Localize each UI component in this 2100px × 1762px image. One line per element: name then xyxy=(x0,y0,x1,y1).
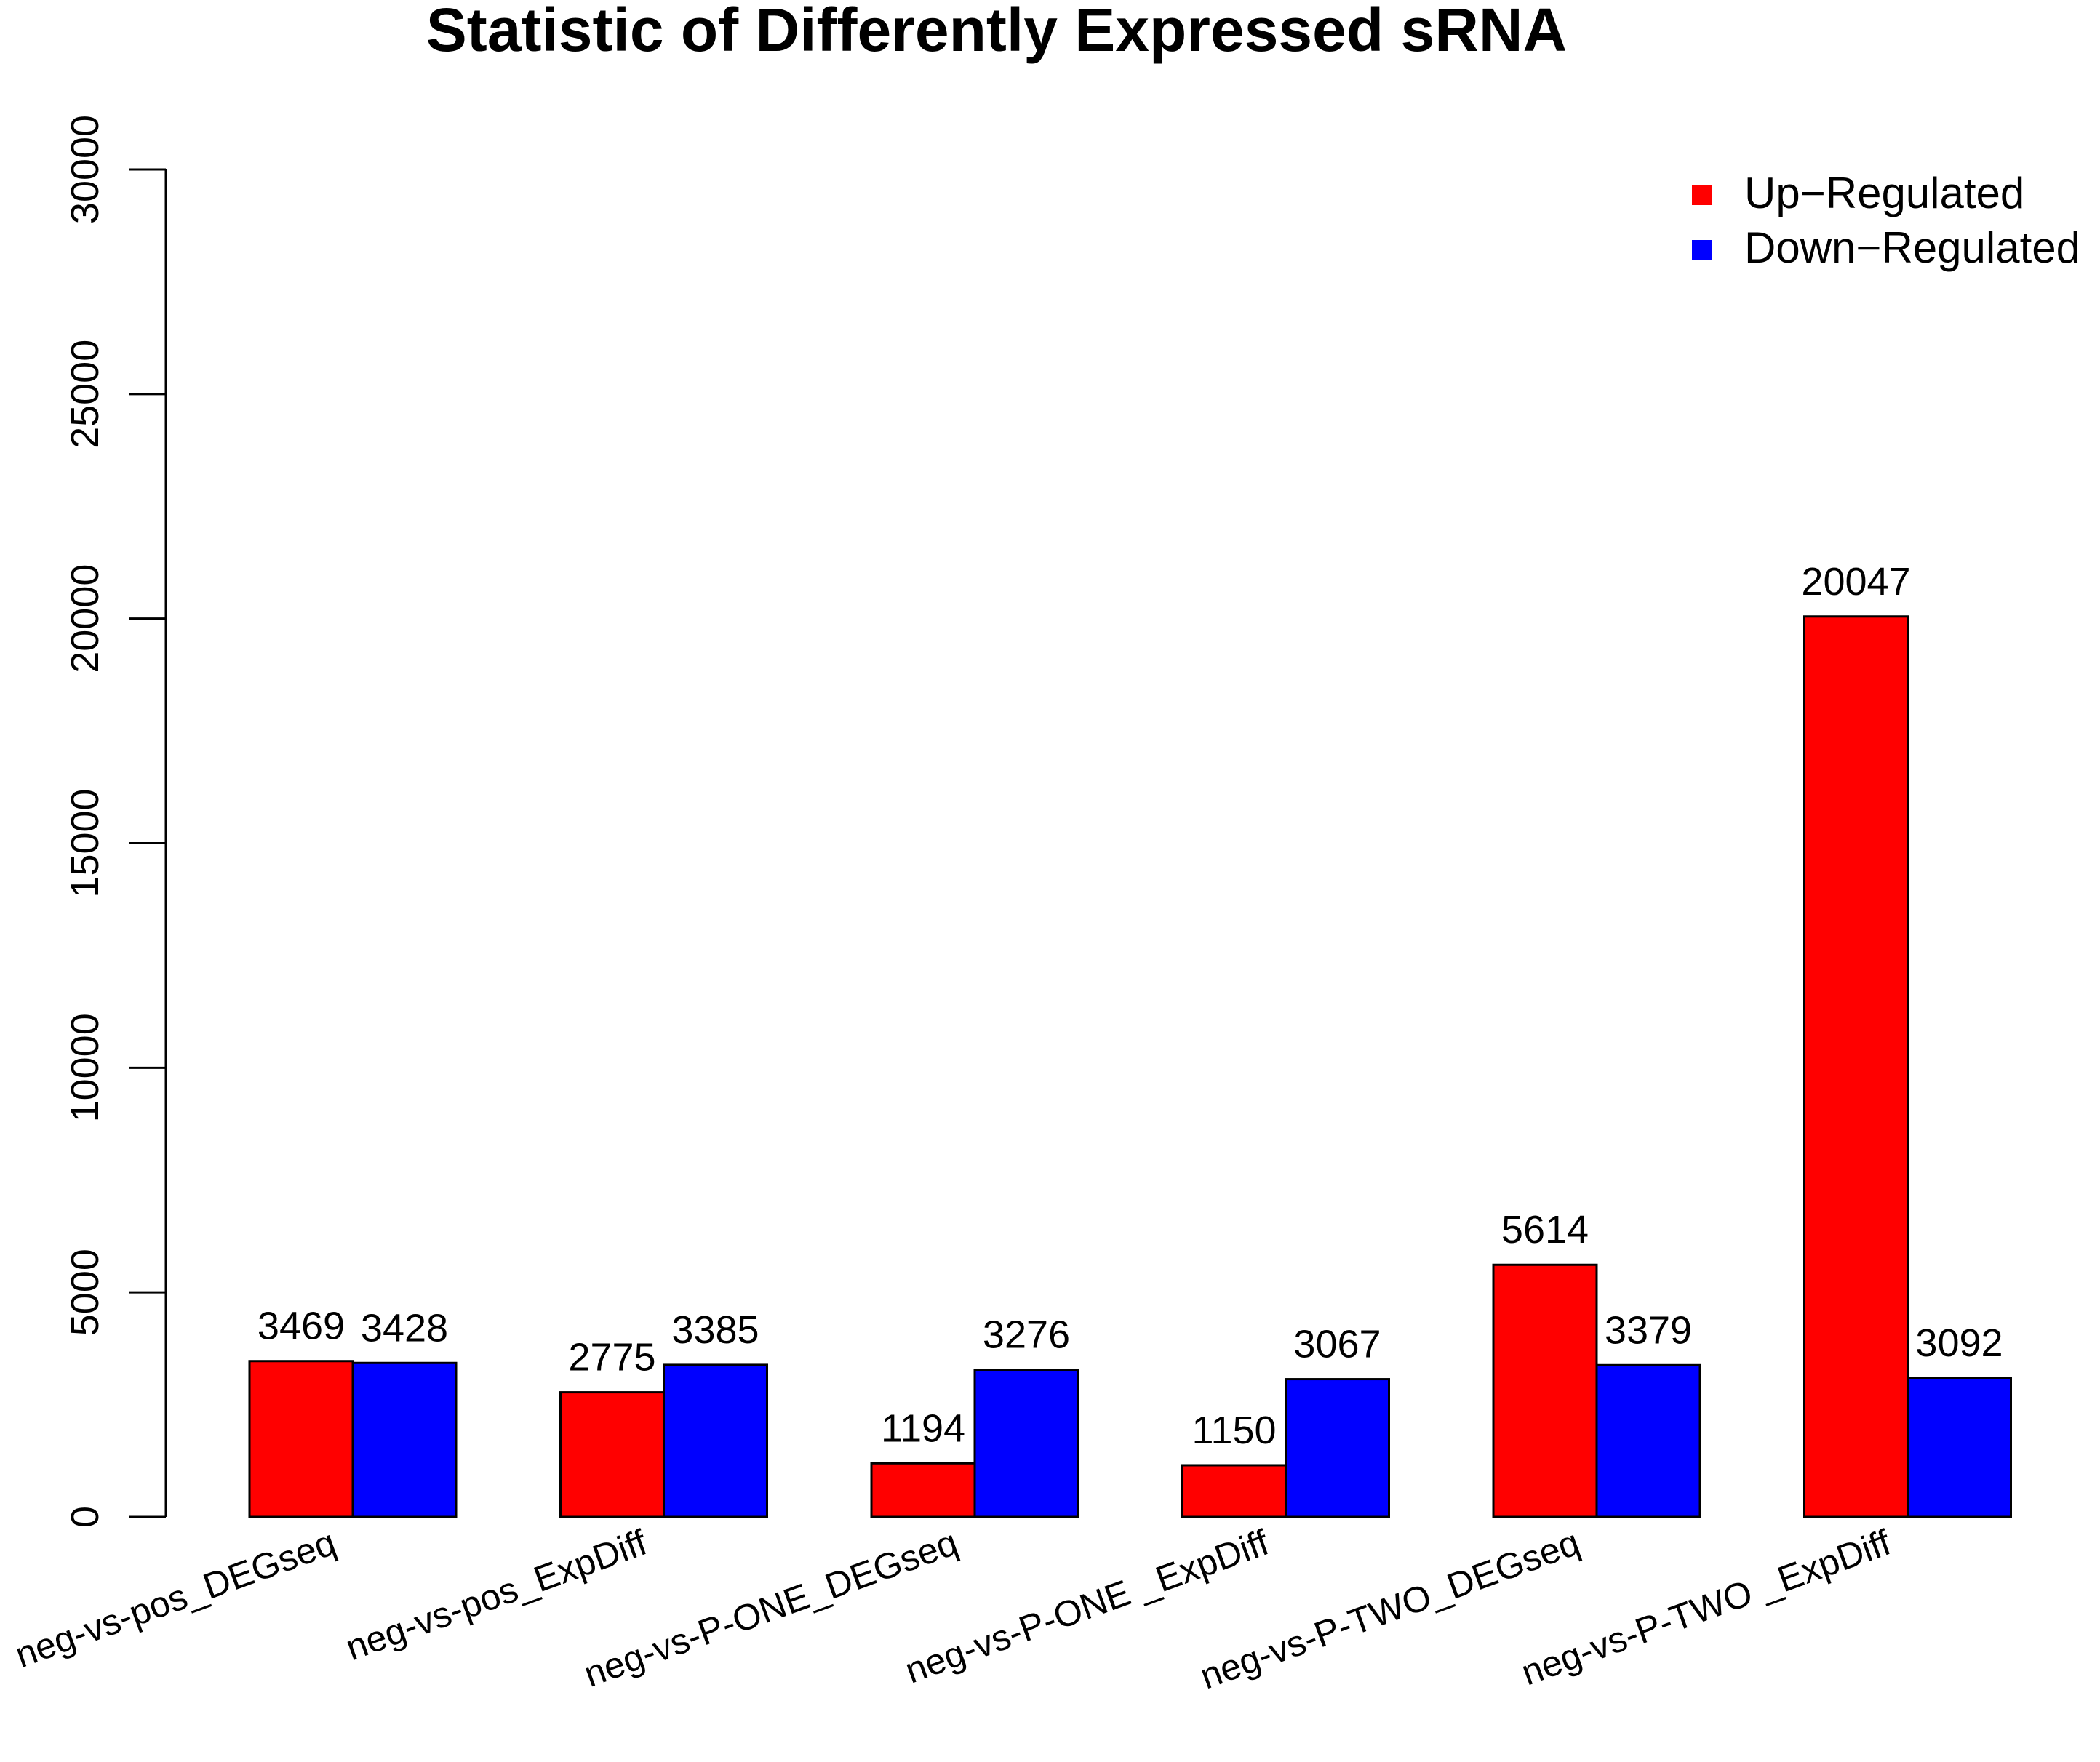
value-labels: 3469 3428 2775 3385 1194 3276 1150 3067 5614 3379… xyxy=(257,560,2003,1452)
value-label-down-1: 3385 xyxy=(671,1308,759,1352)
bar-down-3 xyxy=(1285,1378,1390,1518)
y-tick-label-1: 5000 xyxy=(63,1249,107,1336)
chart-title: Statistic of Differently Expressed sRNA xyxy=(426,0,1567,64)
bar-up-4 xyxy=(1492,1263,1598,1518)
y-tick-label-3: 15000 xyxy=(63,788,107,897)
value-label-up-1: 2775 xyxy=(568,1336,655,1379)
legend-swatch-down xyxy=(1692,240,1712,260)
legend-swatch-up xyxy=(1692,185,1712,205)
bar-down-2 xyxy=(973,1369,1079,1518)
value-label-down-2: 3276 xyxy=(983,1313,1070,1357)
value-label-down-4: 3379 xyxy=(1605,1308,1692,1352)
value-label-up-4: 5614 xyxy=(1501,1208,1589,1252)
y-tick-label-2: 10000 xyxy=(63,1013,107,1122)
bar-up-5 xyxy=(1803,615,1909,1518)
value-label-up-0: 3469 xyxy=(257,1305,345,1348)
value-label-down-0: 3428 xyxy=(361,1306,448,1350)
bars xyxy=(248,615,2012,1518)
value-label-down-5: 3092 xyxy=(1915,1321,2003,1365)
x-axis-labels: neg-vs-pos_DEGseq neg-vs-pos_ExpDiffneg-v… xyxy=(9,1522,1896,1697)
bar-up-0 xyxy=(248,1360,354,1518)
bar-down-0 xyxy=(351,1361,458,1518)
y-axis-ticks: 0 5000 10000 15000 20000 25000 30000 xyxy=(63,115,166,1528)
y-tick-label-6: 30000 xyxy=(63,115,107,224)
x-tick-label-0: neg-vs-pos_DEGseq xyxy=(9,1522,340,1675)
bar-up-1 xyxy=(559,1391,665,1518)
bar-up-2 xyxy=(870,1462,976,1518)
value-label-up-3: 1150 xyxy=(1191,1409,1276,1452)
bar-down-1 xyxy=(663,1363,768,1518)
bar-down-5 xyxy=(1907,1377,2012,1518)
y-tick-label-0: 0 xyxy=(63,1506,107,1528)
legend-label-up: Up−Regulated xyxy=(1744,169,2024,217)
value-label-up-5: 20047 xyxy=(1801,560,1910,604)
legend: Up−Regulated Down−Regulated xyxy=(1692,169,2080,272)
value-label-down-3: 3067 xyxy=(1293,1323,1381,1366)
value-label-up-2: 1194 xyxy=(881,1406,965,1450)
y-tick-label-5: 25000 xyxy=(63,340,107,449)
legend-label-down: Down−Regulated xyxy=(1744,223,2080,272)
bar-down-4 xyxy=(1595,1363,1701,1518)
bar-up-3 xyxy=(1181,1464,1287,1518)
y-tick-label-4: 20000 xyxy=(63,564,107,673)
